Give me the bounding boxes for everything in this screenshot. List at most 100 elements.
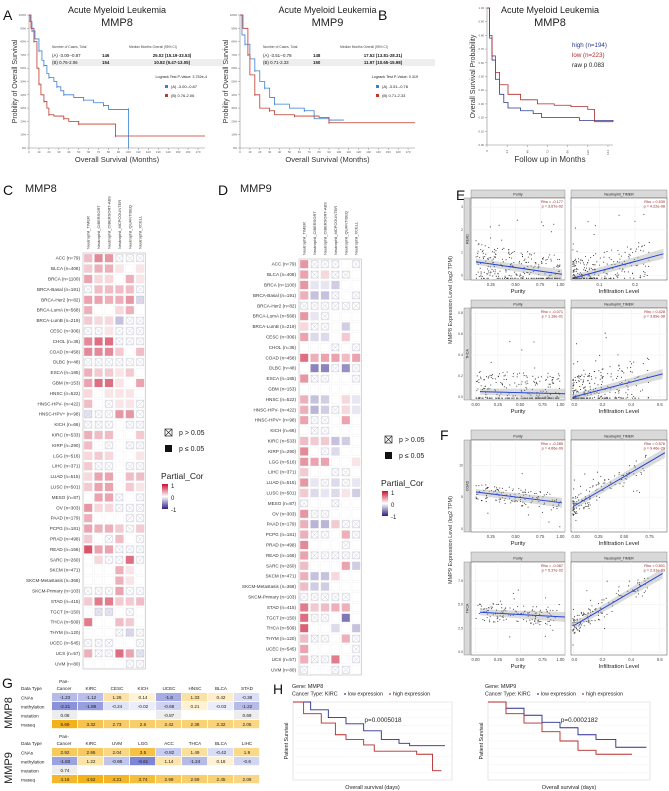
table-header: LIHC (242, 741, 253, 746)
heatmap-cell (135, 617, 145, 627)
not-significant-mark (310, 614, 319, 622)
data-point (520, 489, 522, 491)
data-point (553, 254, 555, 256)
data-point (496, 492, 498, 494)
legend-label: p ≤ 0.05 (179, 446, 204, 453)
row-label: ESCA (n=185) (267, 376, 297, 381)
data-point (480, 376, 482, 378)
data-point (539, 624, 541, 626)
heatmap-cell (125, 295, 135, 305)
table-cell-value: 2.73 (113, 722, 122, 727)
not-significant-mark (136, 285, 144, 294)
data-point (550, 619, 552, 621)
heatmap-cell (351, 540, 361, 550)
not-significant-cross (95, 421, 103, 429)
heatmap-cell (94, 659, 104, 669)
x-tick-label: 0.00 (572, 534, 581, 539)
legend-label: (B) 0.76-2.06 (171, 93, 195, 98)
data-point (590, 257, 592, 259)
data-point (609, 487, 611, 489)
heatmap-cell (114, 472, 124, 481)
data-point (577, 629, 579, 631)
legend-label: p > 0.05 (399, 437, 425, 444)
heatmap-cell (83, 503, 93, 513)
not-significant-cross (136, 421, 144, 429)
data-point (548, 396, 550, 398)
row-label: TGCT (n=150) (50, 609, 80, 614)
data-point (551, 379, 553, 381)
data-point (557, 258, 559, 261)
heatmap-cell (125, 285, 135, 294)
x-tick-label: 0.50 (511, 534, 520, 539)
data-point (505, 271, 507, 273)
data-point (636, 264, 638, 266)
data-point (578, 630, 580, 633)
data-point (475, 397, 478, 399)
data-point (588, 372, 591, 375)
data-point (513, 598, 515, 600)
x-tick-label: 1.00 (556, 282, 565, 287)
data-point (489, 237, 491, 239)
heatmap-cell (125, 555, 135, 565)
data-point (536, 383, 539, 385)
data-point (632, 589, 634, 591)
heatmap-cell (135, 347, 145, 357)
not-significant-mark (136, 337, 144, 346)
data-point (586, 620, 588, 623)
not-significant-mark (126, 608, 134, 616)
not-significant-cross (311, 271, 319, 279)
not-significant-cross (136, 317, 144, 325)
row-strip (463, 307, 471, 401)
data-point (547, 376, 549, 378)
data-point (502, 491, 504, 493)
x-tick-label: 0.4 (628, 402, 634, 407)
data-point (583, 269, 585, 271)
x-tick-label: 70 (308, 150, 312, 154)
data-point (505, 610, 507, 612)
y-tick-label: 80% (231, 40, 237, 44)
data-point (587, 221, 589, 223)
data-point (527, 256, 529, 258)
data-point (647, 577, 649, 579)
data-point (531, 277, 533, 279)
survival-curve (293, 701, 445, 747)
heatmap-cell (331, 613, 340, 623)
data-point (521, 381, 523, 383)
not-significant-mark (310, 510, 319, 518)
data-point (618, 214, 620, 216)
data-point (618, 392, 620, 394)
data-point (484, 245, 486, 247)
data-point (481, 484, 483, 486)
data-point (598, 397, 600, 399)
y-tick-label: 5 (461, 495, 463, 499)
group-median: 11.97 (10.65-15.98) (364, 60, 403, 65)
not-significant-mark (352, 374, 360, 383)
heatmap-cell (135, 607, 145, 617)
data-point (514, 395, 516, 397)
heatmap-cell (351, 280, 361, 290)
data-point (544, 389, 546, 391)
rho-value: Rho = -0.177 (541, 200, 563, 204)
data-point (627, 389, 629, 391)
data-point (479, 267, 481, 269)
heatmap-cell (135, 368, 145, 377)
table-cell-value: -0.68 (164, 704, 175, 709)
data-point (524, 389, 526, 392)
x-tick-label: 110 (136, 150, 141, 154)
not-significant-mark (136, 327, 144, 335)
data-point (491, 268, 493, 270)
heatmap-cell (331, 644, 340, 654)
not-significant-cross (300, 302, 308, 310)
y-tick-label: 10% (20, 133, 26, 137)
data-point (573, 277, 575, 279)
data-point (606, 397, 608, 399)
data-point (588, 267, 590, 269)
data-point (503, 499, 505, 501)
column-label: Neutrophil_CIBERSORT (96, 205, 101, 249)
data-point (512, 592, 514, 595)
heatmap-cell (83, 545, 93, 554)
data-point (478, 490, 481, 492)
table-cell-value: 1.14 (165, 759, 174, 764)
not-significant-cross (95, 639, 103, 647)
